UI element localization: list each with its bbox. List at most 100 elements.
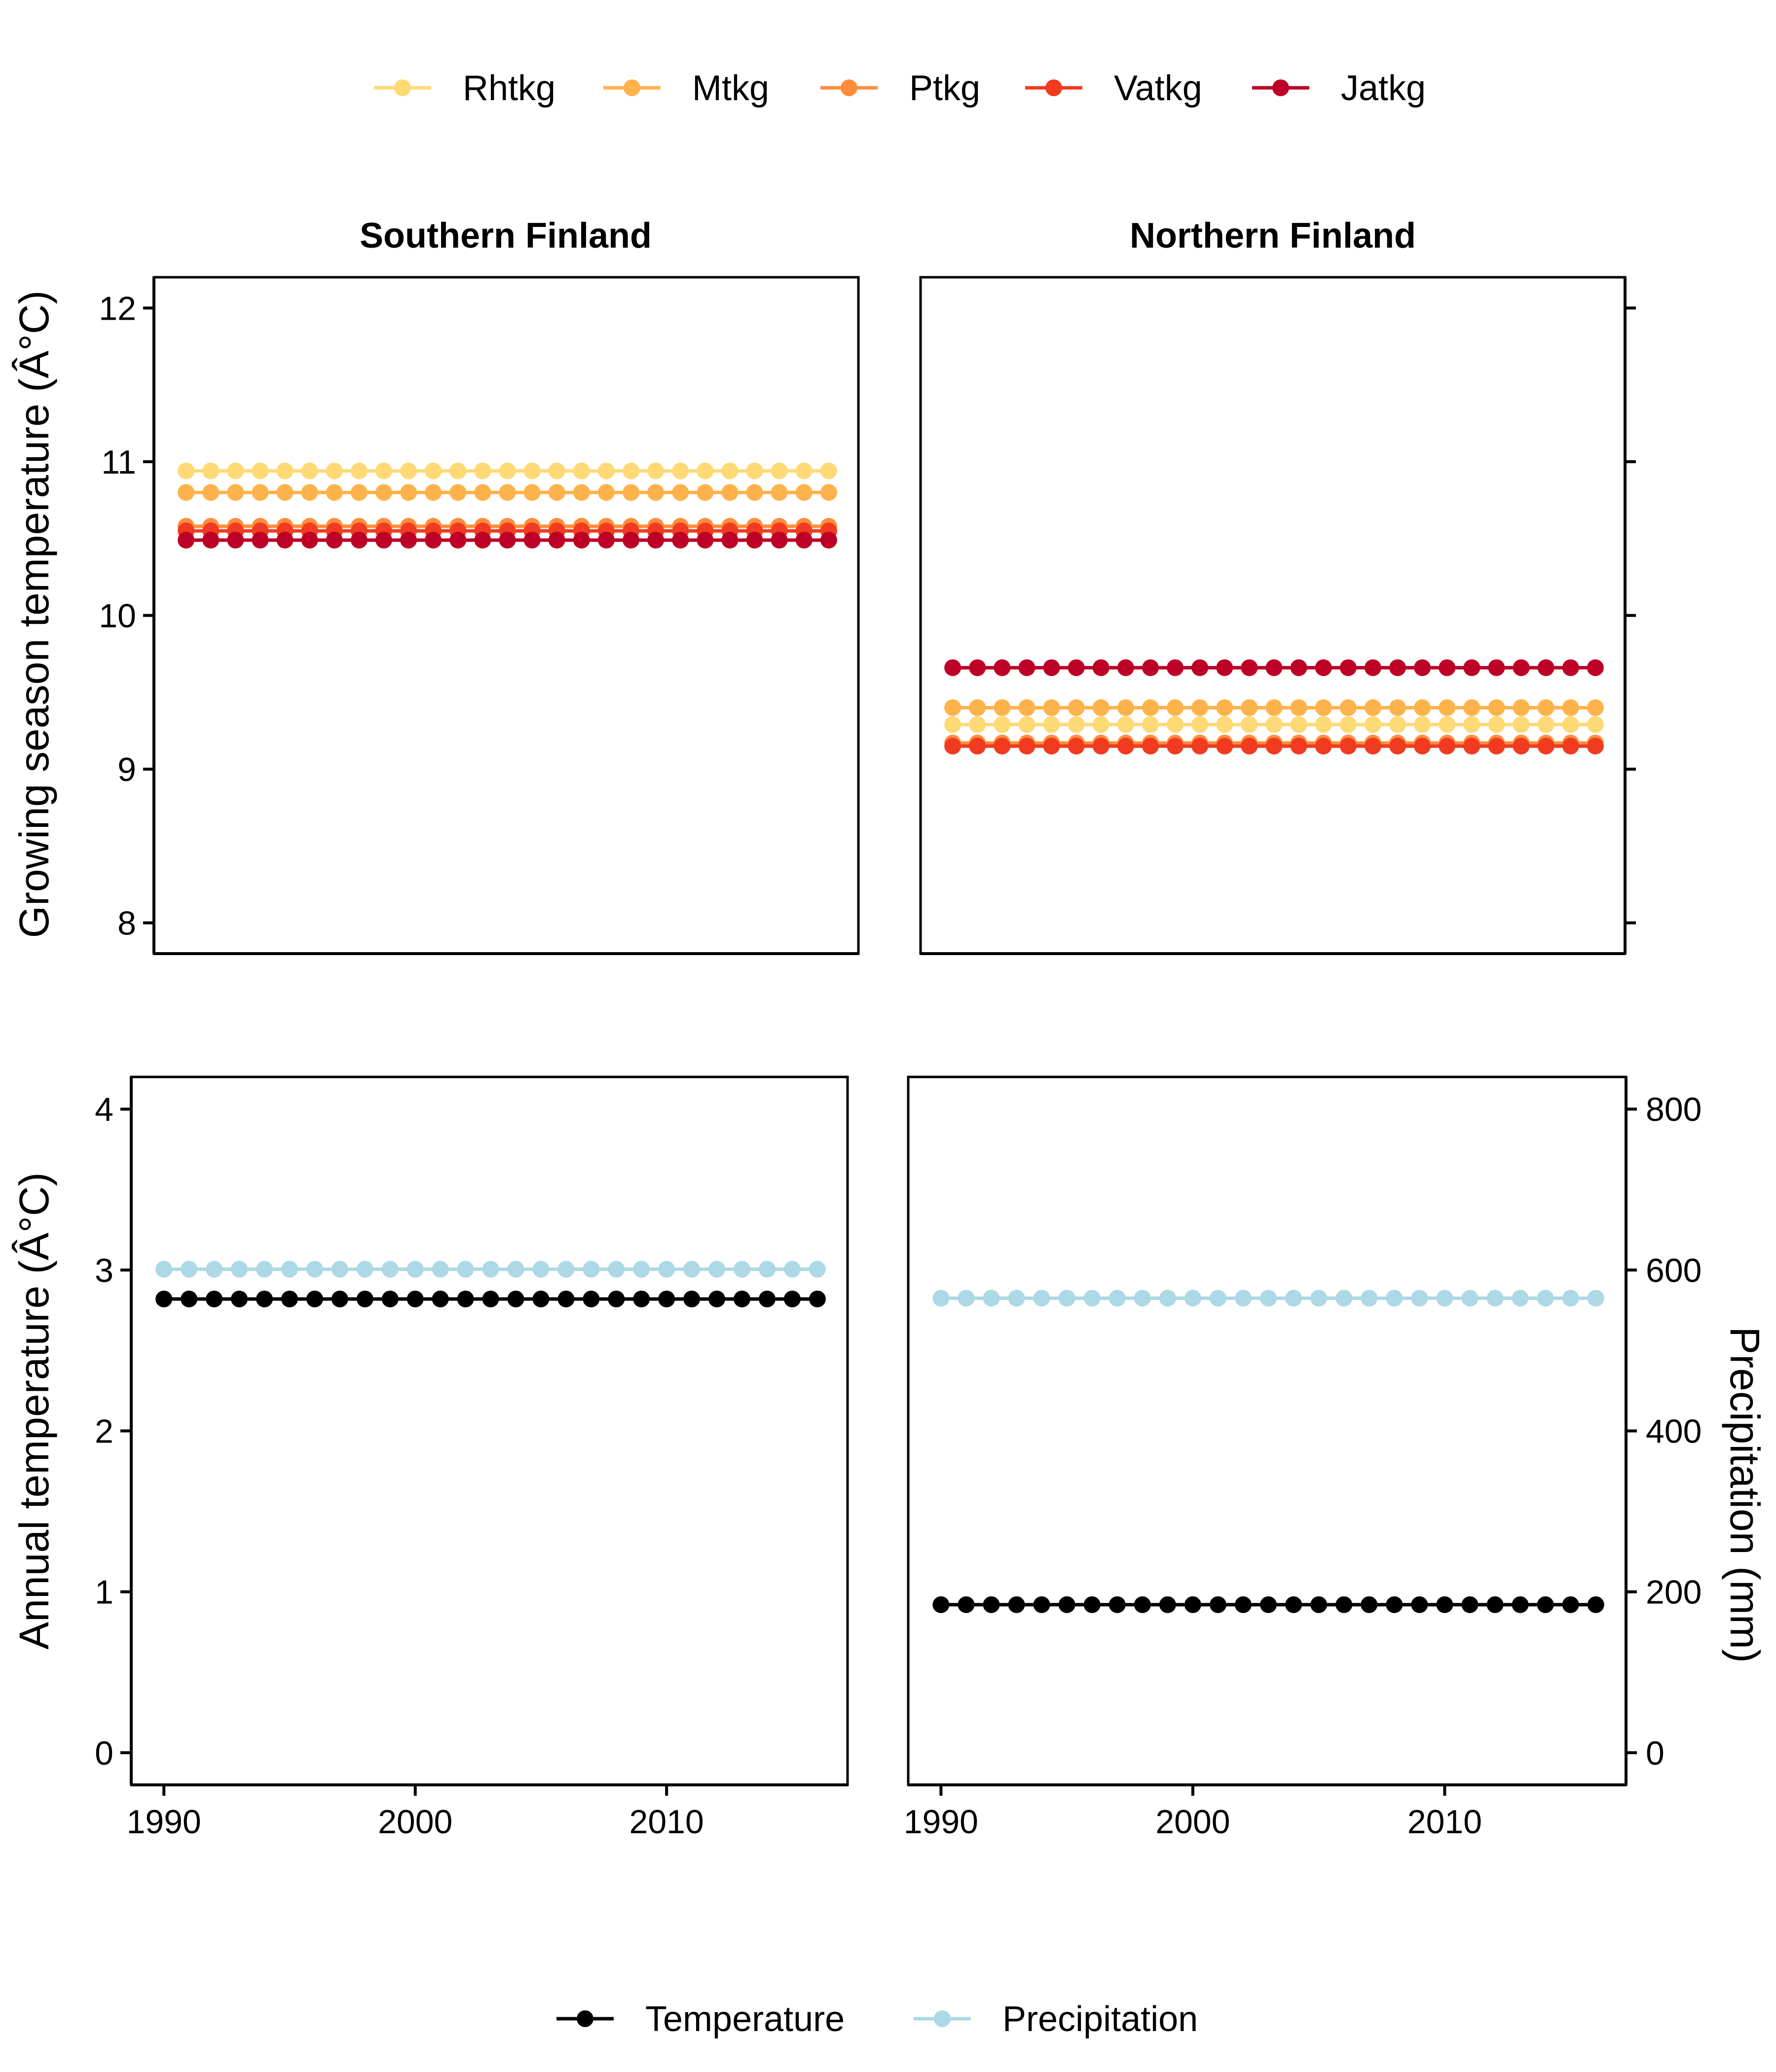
data-point-precipitation: [1587, 1290, 1604, 1307]
data-point-rhtkg: [1018, 716, 1036, 733]
data-point-precipitation: [507, 1260, 524, 1278]
data-point-temperature: [231, 1291, 248, 1308]
x-tick-label: 2010: [1407, 1803, 1482, 1841]
series-precipitation: [155, 1260, 826, 1278]
data-point-rhtkg: [795, 462, 813, 480]
data-point-rhtkg: [548, 462, 565, 480]
data-point-rhtkg: [523, 462, 541, 480]
y-tick-label: 3: [95, 1252, 113, 1289]
data-point-rhtkg: [449, 462, 467, 480]
y-tick-label: 4: [95, 1091, 113, 1128]
data-point-rhtkg: [1265, 716, 1283, 733]
data-point-precipitation: [432, 1260, 449, 1278]
data-point-rhtkg: [1142, 716, 1159, 733]
data-point-mtkg: [623, 484, 640, 501]
data-point-jatkg: [301, 531, 318, 549]
data-point-precipitation: [181, 1260, 198, 1278]
data-point-jatkg: [548, 531, 565, 549]
data-point-mtkg: [597, 484, 615, 501]
data-point-precipitation: [683, 1260, 701, 1278]
series-temperature: [155, 1291, 826, 1308]
data-point-temperature: [1209, 1596, 1226, 1613]
y2-tick-label: 600: [1646, 1252, 1702, 1289]
data-point-precipitation: [583, 1260, 600, 1278]
data-point-precipitation: [306, 1260, 323, 1278]
y-tick-label: 2: [95, 1413, 113, 1450]
x-tick-label: 1990: [127, 1803, 201, 1841]
data-point-temperature: [1537, 1596, 1554, 1613]
y2-tick-label: 800: [1646, 1091, 1702, 1128]
data-point-precipitation: [155, 1260, 173, 1278]
data-point-precipitation: [1411, 1290, 1428, 1307]
data-point-temperature: [1285, 1596, 1302, 1613]
data-point-temperature: [1361, 1596, 1378, 1613]
data-point-temperature: [683, 1291, 701, 1308]
panel-annual-south: 0 1 2 3 4 1990 2000 2010: [95, 1075, 849, 1841]
data-point-precipitation: [1537, 1290, 1554, 1307]
facet-title-northern: Northern Finland: [1130, 216, 1416, 256]
data-point-temperature: [1008, 1596, 1025, 1613]
data-point-jatkg: [1191, 659, 1209, 676]
data-point-rhtkg: [1315, 716, 1332, 733]
data-point-rhtkg: [1191, 716, 1209, 733]
data-point-rhtkg: [1587, 716, 1604, 733]
data-point-jatkg: [1092, 659, 1110, 676]
y2-tick-label: 400: [1646, 1413, 1702, 1450]
data-point-mtkg: [771, 484, 788, 501]
data-point-jatkg: [1167, 659, 1184, 676]
data-point-rhtkg: [1290, 716, 1307, 733]
data-point-temperature: [1562, 1596, 1579, 1613]
data-point-jatkg: [523, 531, 541, 549]
data-point-vatkg: [1117, 738, 1134, 755]
data-point-jatkg: [994, 659, 1011, 676]
legend-item-jatkg: Jatkg: [1252, 69, 1426, 108]
legend-label: Rhtkg: [463, 69, 555, 108]
y2-axis-title-precipitation: Precipitation (mm): [1722, 1327, 1768, 1663]
data-point-rhtkg: [994, 716, 1011, 733]
data-point-rhtkg: [276, 462, 294, 480]
data-point-temperature: [1512, 1596, 1529, 1613]
legend-label: Jatkg: [1341, 69, 1426, 108]
data-point-vatkg: [1142, 738, 1159, 755]
data-point-vatkg: [1488, 738, 1505, 755]
data-point-mtkg: [178, 484, 195, 501]
data-point-jatkg: [375, 531, 392, 549]
data-point-vatkg: [1290, 738, 1307, 755]
data-point-rhtkg: [326, 462, 343, 480]
data-point-mtkg: [1167, 699, 1184, 716]
data-point-precipitation: [256, 1260, 273, 1278]
data-point-precipitation: [1335, 1290, 1353, 1307]
data-point-mtkg: [425, 484, 442, 501]
data-point-jatkg: [647, 531, 665, 549]
data-point-precipitation: [633, 1260, 650, 1278]
data-point-precipitation: [1436, 1290, 1453, 1307]
data-point-jatkg: [1018, 659, 1036, 676]
data-point-temperature: [281, 1291, 298, 1308]
data-point-jatkg: [721, 531, 739, 549]
legend-label: Ptkg: [909, 69, 980, 108]
data-point-mtkg: [499, 484, 516, 501]
data-point-rhtkg: [375, 462, 392, 480]
data-point-rhtkg: [746, 462, 763, 480]
data-point-jatkg: [1389, 659, 1406, 676]
data-point-temperature: [1436, 1596, 1453, 1613]
data-point-mtkg: [548, 484, 565, 501]
data-point-jatkg: [1068, 659, 1085, 676]
data-point-mtkg: [573, 484, 590, 501]
data-point-mtkg: [375, 484, 392, 501]
data-point-jatkg: [1043, 659, 1060, 676]
data-point-precipitation: [1184, 1290, 1201, 1307]
series-jatkg: [944, 659, 1604, 676]
data-point-jatkg: [1364, 659, 1381, 676]
data-point-rhtkg: [178, 462, 195, 480]
data-point-precipitation: [1260, 1290, 1277, 1307]
panel-growing-north: [919, 276, 1636, 955]
data-point-precipitation: [809, 1260, 826, 1278]
data-point-jatkg: [1265, 659, 1283, 676]
data-point-precipitation: [608, 1260, 625, 1278]
data-point-vatkg: [1587, 738, 1604, 755]
data-point-temperature: [1310, 1596, 1328, 1613]
data-point-jatkg: [1414, 659, 1431, 676]
data-point-vatkg: [994, 738, 1011, 755]
data-point-jatkg: [1537, 659, 1554, 676]
